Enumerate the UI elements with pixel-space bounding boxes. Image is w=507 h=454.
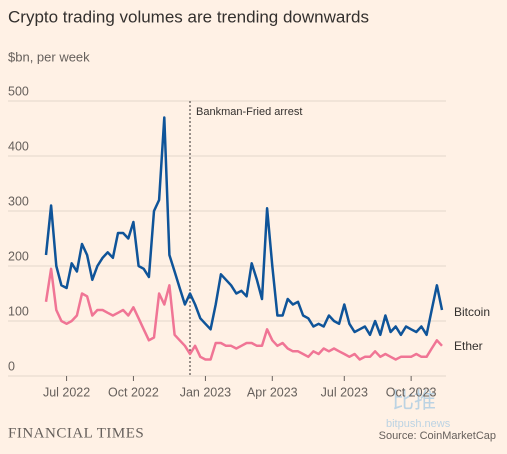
x-tick-label: Jan 2023 xyxy=(180,385,231,399)
y-tick-label: 400 xyxy=(8,139,29,153)
x-tick-label: Oct 2022 xyxy=(108,385,159,399)
series-line xyxy=(44,267,443,361)
chart-title: Crypto trading volumes are trending down… xyxy=(8,7,369,26)
y-tick-label: 0 xyxy=(8,359,15,373)
watermark: 比推 xyxy=(392,388,436,413)
x-tick-label: Apr 2023 xyxy=(247,385,298,399)
annotation: Bankman-Fried arrest xyxy=(196,106,302,118)
y-tick-label: 300 xyxy=(8,194,29,208)
legend-label: Bitcoin xyxy=(454,305,490,319)
x-tick-label: Jul 2023 xyxy=(321,385,368,399)
y-tick-label: 500 xyxy=(8,84,29,98)
y-tick-label: 200 xyxy=(8,249,29,263)
brand: FINANCIAL TIMES xyxy=(8,425,144,441)
legend-label: Ether xyxy=(454,339,483,353)
source: Source: CoinMarketCap xyxy=(379,430,496,442)
series-line xyxy=(44,116,444,337)
chart-subtitle: $bn, per week xyxy=(8,49,90,64)
y-tick-label: 100 xyxy=(8,304,29,318)
x-tick-label: Jul 2022 xyxy=(43,385,90,399)
watermark: bitpush.news xyxy=(386,418,451,430)
x-tick-label: Oct 2023 xyxy=(386,385,437,399)
